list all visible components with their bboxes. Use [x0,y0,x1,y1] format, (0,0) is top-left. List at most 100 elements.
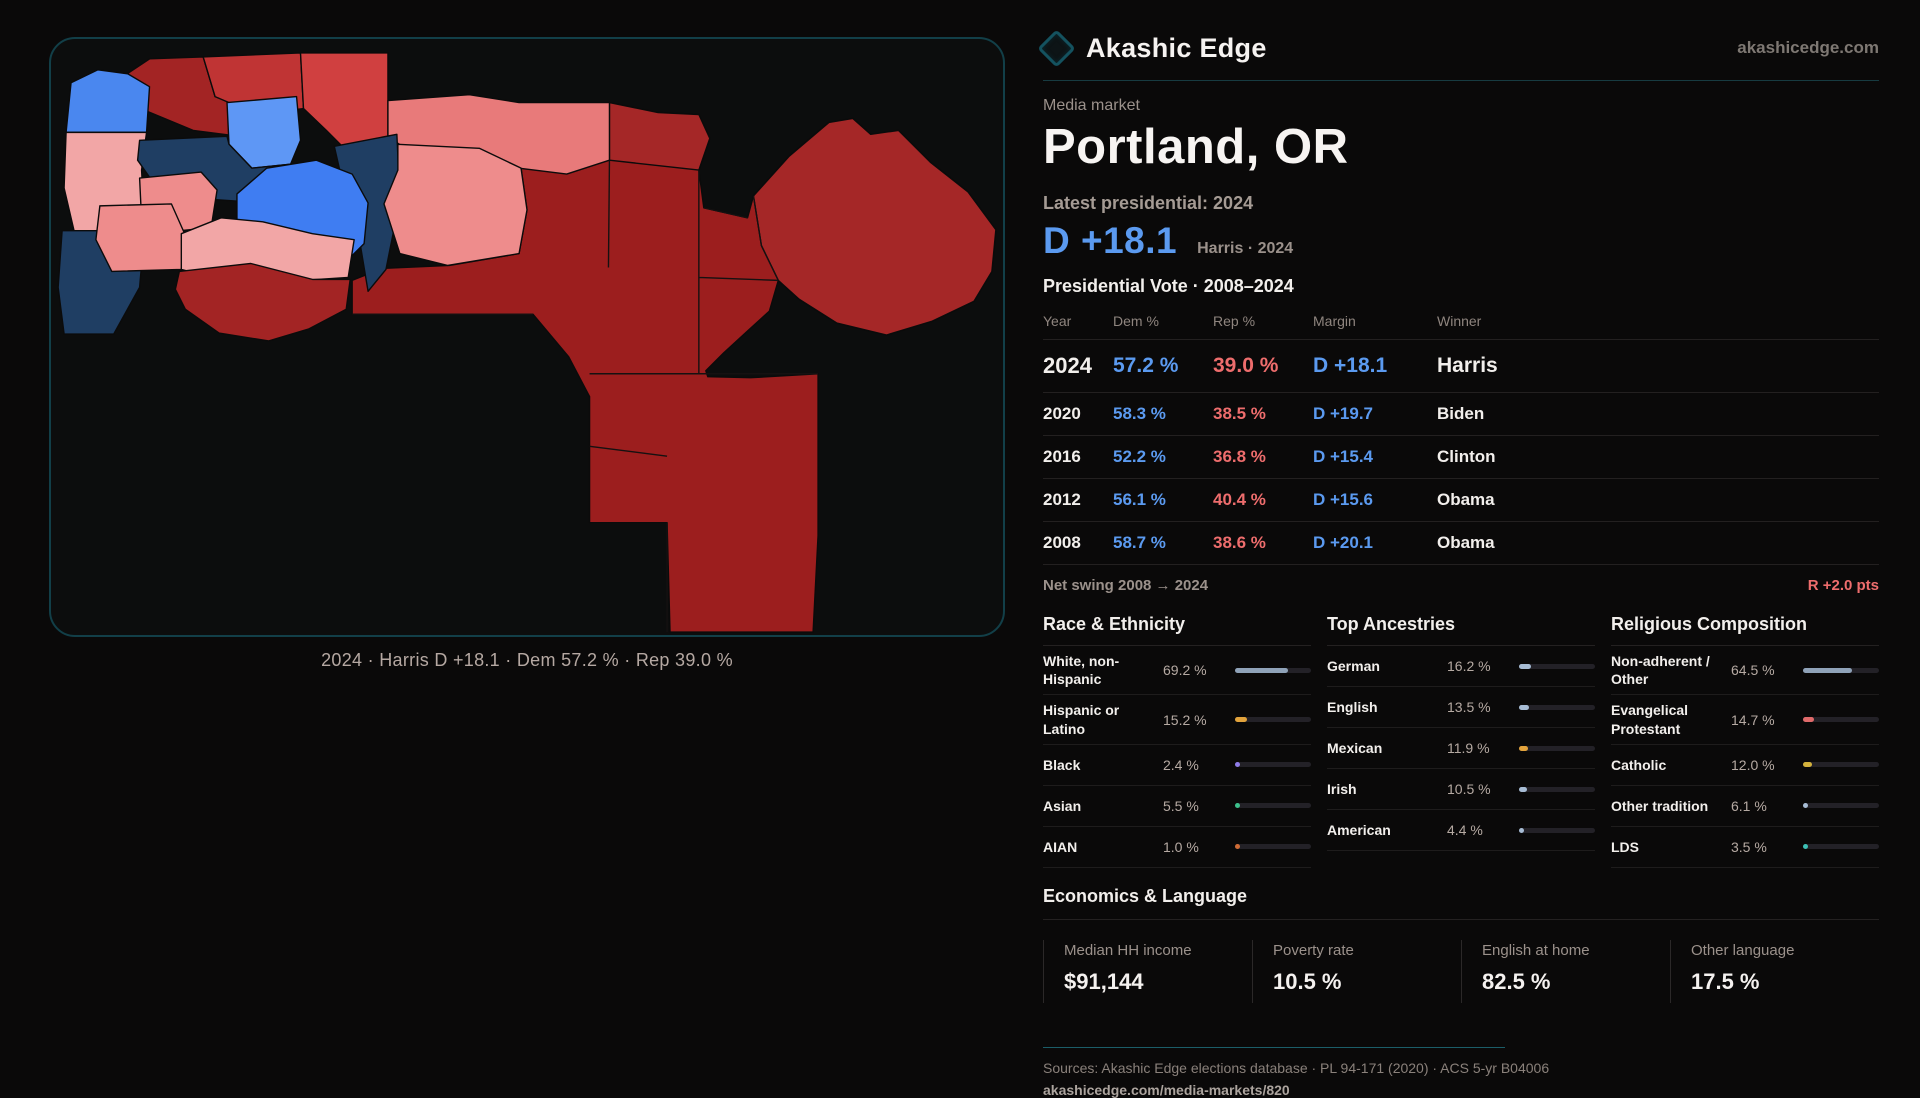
county-shape-east-top[interactable] [608,101,711,171]
demo-bar-track [1235,803,1311,809]
map-caption: 2024 · Harris D +18.1 · Dem 57.2 % · Rep… [321,650,733,670]
col-year: Year [1043,313,1072,329]
headline-margin-sub: Harris · 2024 [1197,240,1294,257]
vote-row-2020[interactable]: 2020 58.3 % 38.5 % D +19.7 Biden [1043,393,1879,436]
ancestries-section: Top Ancestries German 16.2 % English 13.… [1327,606,1595,868]
demo-label: German [1327,657,1380,674]
demographics-grid: Race & Ethnicity White, non-Hispanic 69.… [1043,606,1879,868]
demo-bar-track [1803,844,1879,850]
ancestries-title: Top Ancestries [1327,606,1595,646]
list-item: Asian 5.5 % [1043,786,1311,827]
vote-margin: D +19.7 [1313,404,1374,423]
county-choropleth-map [57,52,997,633]
demo-value: 10.5 % [1447,781,1491,797]
presidential-vote-table: Year Dem % Rep % Margin Winner 2024 57.2… [1043,303,1879,565]
vote-margin: D +15.6 [1313,490,1374,509]
list-item: Catholic 12.0 % [1611,745,1879,786]
net-swing-row: Net swing 2008 → 2024 R +2.0 pts [1043,565,1879,600]
county-shape-northeast-lobe[interactable] [752,117,997,336]
list-item: AIAN 1.0 % [1043,827,1311,868]
county-shape-wasco[interactable] [383,143,528,267]
footer-permalink[interactable]: akashicedge.com/media-markets/820 [1043,1081,1290,1098]
stat-value: 17.5 % [1691,968,1760,994]
vote-margin: D +18.1 [1313,354,1388,377]
list-item: German 16.2 % [1327,646,1595,687]
demo-bar-track [1519,786,1595,792]
stat-english-at-home: English at home 82.5 % [1461,939,1670,1003]
demo-bar-track [1519,704,1595,710]
list-item: Non-adherent / Other 64.5 % [1611,646,1879,696]
vote-dem-pct: 57.2 % [1113,354,1179,377]
county-shape-clatsop[interactable] [65,69,151,134]
demo-value: 13.5 % [1447,699,1491,715]
kicker-label: Media market [1043,97,1140,114]
vote-year: 2012 [1043,490,1081,509]
demo-bar-fill [1803,844,1808,850]
demo-bar-track [1235,762,1311,768]
vote-year: 2008 [1043,533,1081,552]
vote-margin: D +15.4 [1313,447,1374,466]
demo-bar-track [1803,717,1879,723]
demo-bar-track [1803,667,1879,673]
demo-bar-fill [1235,844,1240,850]
vote-row-2012[interactable]: 2012 56.1 % 40.4 % D +15.6 Obama [1043,479,1879,522]
demo-value: 3.5 % [1731,838,1767,855]
demo-value: 6.1 % [1731,797,1767,814]
footer-sources: Sources: Akashic Edge elections database… [1043,1059,1550,1076]
demo-bar-track [1519,827,1595,833]
demo-bar-fill [1235,803,1240,809]
media-market-map-panel [49,37,1005,637]
demo-value: 5.5 % [1163,797,1199,814]
demo-label: Evangelical Protestant [1611,702,1689,737]
stat-label: Other language [1691,941,1795,959]
latest-presidential-label: Latest presidential: 2024 [1043,193,1254,213]
net-swing-value: R +2.0 pts [1807,577,1879,594]
vote-winner: Biden [1437,404,1485,423]
demo-bar-track [1519,745,1595,751]
list-item: Other tradition 6.1 % [1611,786,1879,827]
vote-rep-pct: 36.8 % [1213,447,1266,466]
list-item: Black 2.4 % [1043,745,1311,786]
list-item: Hispanic or Latino 15.2 % [1043,695,1311,745]
county-shape-linn[interactable] [174,262,351,342]
brand-header: Akashic Edge akashicedge.com [1037,28,1879,68]
col-rep: Rep % [1213,313,1256,329]
demo-bar-track [1803,762,1879,768]
county-shape-polk[interactable] [95,203,188,273]
race-ethnicity-section: Race & Ethnicity White, non-Hispanic 69.… [1043,606,1311,868]
vote-winner: Obama [1437,490,1495,509]
report-panel: Akashic Edge akashicedge.com Media marke… [1037,28,1879,1098]
race-ethnicity-title: Race & Ethnicity [1043,606,1311,646]
vote-row-2016[interactable]: 2016 52.2 % 36.8 % D +15.4 Clinton [1043,436,1879,479]
demo-value: 1.0 % [1163,838,1199,855]
vote-year: 2016 [1043,447,1081,466]
demo-value: 12.0 % [1731,756,1775,773]
vote-row-2008[interactable]: 2008 58.7 % 38.6 % D +20.1 Obama [1043,522,1879,565]
demo-label: Asian [1043,797,1082,814]
list-item: LDS 3.5 % [1611,827,1879,868]
demo-bar-fill [1519,745,1529,751]
vote-rep-pct: 38.6 % [1213,533,1266,552]
demo-value: 11.9 % [1447,740,1490,756]
brand-diamond-icon [1037,28,1076,68]
demo-label: LDS [1611,838,1639,855]
stat-label: Poverty rate [1273,941,1354,959]
brand-site-link[interactable]: akashicedge.com [1737,38,1879,57]
demo-bar-fill [1235,762,1240,768]
col-margin: Margin [1313,313,1356,329]
demo-label: Black [1043,756,1081,773]
vote-rep-pct: 40.4 % [1213,490,1266,509]
vote-row-2024[interactable]: 2024 57.2 % 39.0 % D +18.1 Harris [1043,340,1879,393]
demo-value: 4.4 % [1447,822,1483,838]
col-dem: Dem % [1113,313,1159,329]
vote-year: 2020 [1043,404,1081,423]
vote-dem-pct: 56.1 % [1113,490,1166,509]
demo-value: 16.2 % [1447,658,1491,674]
stat-value: $91,144 [1064,968,1144,994]
stat-label: Median HH income [1064,941,1192,959]
stat-label: English at home [1482,941,1590,959]
demo-value: 15.2 % [1163,711,1207,728]
list-item: White, non-Hispanic 69.2 % [1043,646,1311,696]
demo-label: Non-adherent / Other [1611,653,1710,688]
demo-label: English [1327,698,1378,715]
